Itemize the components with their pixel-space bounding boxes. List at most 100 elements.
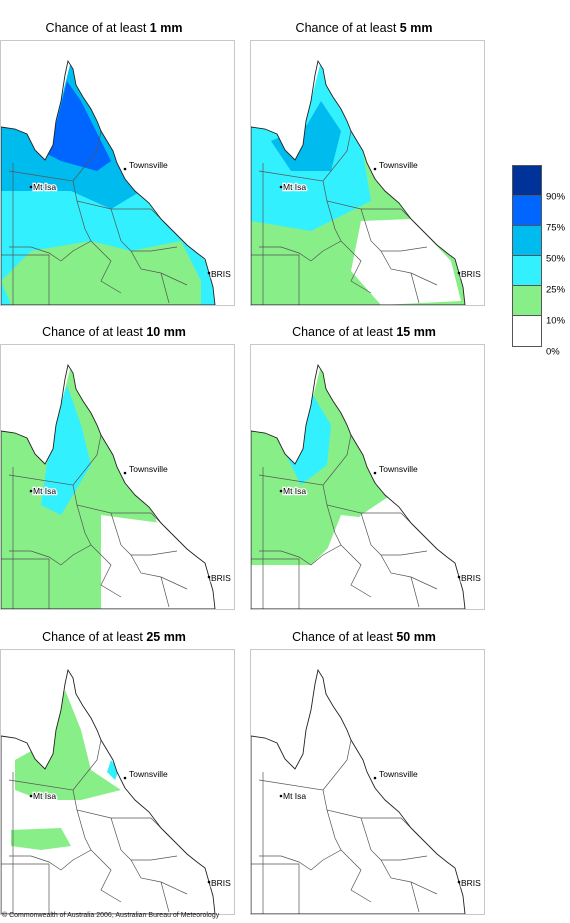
coastline: [1, 363, 216, 609]
legend-label-75: 75%: [546, 222, 566, 234]
panel-title-15: Chance of at least 15 mm: [292, 325, 436, 339]
map-25mm: Townsville Mt Isa BRIS: [0, 649, 235, 915]
map-canvas: Townsville Mt Isa BRIS: [1, 363, 232, 609]
district-boundary: [259, 809, 342, 871]
map-10mm: Townsville Mt Isa BRIS: [0, 344, 235, 610]
probability-band: [41, 81, 111, 171]
town-marker: [373, 167, 377, 171]
district-boundary: [259, 200, 342, 262]
town-label-bris: BRIS: [211, 573, 231, 583]
map-canvas: Townsville Mt Isa BRIS: [251, 59, 482, 305]
district-boundary: [410, 576, 420, 608]
district-boundary: [1, 254, 50, 305]
panel-title-10: Chance of at least 10 mm: [42, 325, 186, 339]
district-boundary: [380, 859, 438, 895]
district-boundary: [72, 130, 102, 182]
probability-band: [41, 385, 91, 515]
district-boundary: [9, 200, 92, 262]
probability-band: [101, 515, 215, 609]
town-marker: [457, 575, 461, 579]
district-boundary: [130, 554, 188, 590]
district-boundary: [72, 739, 102, 791]
probability-band: [107, 760, 119, 780]
town-label-mt-isa: Mt Isa: [33, 486, 56, 496]
legend-swatch-25-50: [513, 256, 541, 286]
town-marker: [373, 776, 377, 780]
coastline: [1, 59, 216, 305]
legend-label-50: 50%: [546, 253, 566, 265]
town-marker: [279, 794, 283, 798]
district-boundary: [380, 250, 438, 286]
town-marker: [279, 489, 283, 493]
legend-swatch-90-100: [513, 166, 541, 196]
town-label-bris: BRIS: [461, 573, 481, 583]
map-5mm: Townsville Mt Isa BRIS: [250, 40, 485, 306]
map-50mm: Townsville Mt Isa BRIS: [250, 649, 485, 915]
town-marker: [457, 271, 461, 275]
district-boundary: [90, 849, 122, 903]
panel-title-25: Chance of at least 25 mm: [42, 630, 186, 644]
map-1mm: Townsville Mt Isa BRIS: [0, 40, 235, 306]
legend-swatch-10-25: [513, 286, 541, 316]
district-boundary: [130, 250, 188, 286]
coastline: [251, 59, 466, 305]
district-boundary: [410, 272, 420, 304]
district-boundary: [340, 849, 372, 903]
town-marker: [123, 471, 127, 475]
town-marker: [29, 489, 33, 493]
district-boundary: [160, 272, 170, 304]
map-canvas: Townsville Mt Isa BRIS: [1, 668, 232, 914]
district-boundary: [130, 859, 188, 895]
district-boundary: [410, 881, 420, 913]
town-marker: [123, 167, 127, 171]
town-marker: [29, 185, 33, 189]
town-marker: [207, 575, 211, 579]
probability-band: [11, 828, 71, 850]
town-label-mt-isa: Mt Isa: [283, 791, 306, 801]
probability-band: [1, 241, 201, 305]
legend-swatch-0-10: [513, 316, 541, 346]
map-canvas: Townsville Mt Isa BRIS: [1, 59, 232, 305]
probability-band: [311, 515, 465, 609]
district-boundary: [90, 240, 122, 294]
town-marker: [207, 271, 211, 275]
town-label-mt-isa: Mt Isa: [283, 182, 306, 192]
coastline: [251, 668, 466, 914]
panel-title-5: Chance of at least 5 mm: [295, 21, 433, 35]
town-label-mt-isa: Mt Isa: [33, 791, 56, 801]
probability-band: [369, 760, 379, 776]
district-boundary: [72, 434, 102, 486]
district-boundary: [1, 863, 50, 914]
district-boundary: [251, 558, 300, 609]
town-label-mt-isa: Mt Isa: [33, 182, 56, 192]
town-label-bris: BRIS: [461, 269, 481, 279]
district-boundary: [340, 544, 372, 598]
town-marker: [123, 776, 127, 780]
town-marker: [373, 471, 377, 475]
town-marker: [279, 185, 283, 189]
district-boundary: [322, 434, 352, 486]
town-marker: [29, 794, 33, 798]
town-label-mt-isa: Mt Isa: [283, 486, 306, 496]
town-label-bris: BRIS: [461, 878, 481, 888]
legend-label-25: 25%: [546, 284, 566, 296]
town-label-bris: BRIS: [211, 878, 231, 888]
district-boundary: [9, 809, 92, 871]
land-area: [251, 670, 465, 914]
district-boundary: [9, 504, 92, 566]
panel-title-1: Chance of at least 1 mm: [45, 21, 183, 35]
town-label-bris: BRIS: [211, 269, 231, 279]
town-label-townsville: Townsville: [379, 769, 418, 779]
legend-label-0: 0%: [546, 346, 560, 358]
town-label-townsville: Townsville: [129, 160, 168, 170]
district-boundary: [251, 863, 300, 914]
legend-label-90: 90%: [546, 191, 566, 203]
town-label-townsville: Townsville: [379, 160, 418, 170]
district-boundary: [322, 130, 352, 182]
legend-swatch-75-90: [513, 196, 541, 226]
district-boundary: [251, 254, 300, 305]
map-15mm: Townsville Mt Isa BRIS: [250, 344, 485, 610]
panel-title-50: Chance of at least 50 mm: [292, 630, 436, 644]
town-label-townsville: Townsville: [129, 769, 168, 779]
probability-legend: [512, 165, 542, 347]
